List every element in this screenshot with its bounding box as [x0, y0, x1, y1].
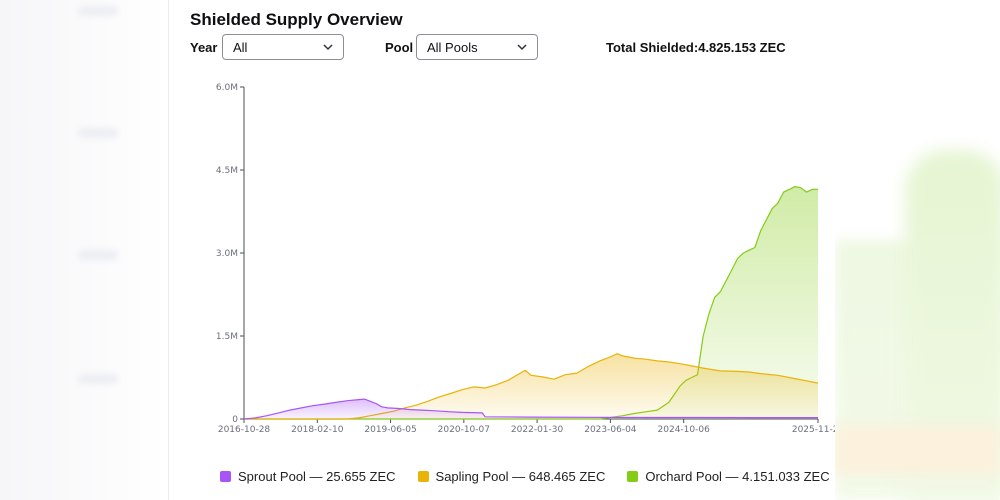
sapling-swatch — [417, 471, 429, 482]
x-tick-label: 2019-06-05 — [364, 425, 416, 435]
x-tick-label: 2024-10-06 — [658, 425, 711, 435]
year-select[interactable]: All — [222, 34, 344, 60]
chevron-down-icon — [517, 44, 527, 51]
sprout-swatch — [220, 471, 231, 482]
legend-item-orchard[interactable]: Orchard Pool — 4.151.033 ZEC — [627, 469, 830, 484]
blurred-sidebar — [0, 0, 169, 500]
blurred-background-chart — [835, 0, 1000, 500]
x-tick-label: 2025-11-20 — [792, 425, 835, 435]
year-label: Year — [190, 40, 218, 55]
y-tick-label: 3.0M — [216, 249, 238, 259]
page-title: Shielded Supply Overview — [190, 10, 403, 29]
x-tick-label: 2016-10-28 — [218, 425, 271, 435]
legend-item-sprout[interactable]: Sprout Pool — 25.655 ZEC — [220, 469, 396, 484]
chevron-down-icon — [323, 44, 333, 51]
shielded-supply-panel: Shielded Supply Overview Year All Pool A… — [170, 0, 835, 500]
total-shielded-label: Total Shielded: — [606, 40, 699, 55]
y-tick-label: 4.5M — [216, 166, 238, 176]
pool-label: Pool — [385, 40, 414, 55]
chart-legend: Sprout Pool — 25.655 ZEC Sapling Pool — … — [220, 469, 830, 484]
year-select-value: All — [233, 39, 248, 55]
area-sprout — [244, 399, 818, 419]
y-tick-label: 6.0M — [216, 83, 238, 93]
y-tick-label: 1.5M — [216, 332, 238, 342]
x-tick-label: 2022-01-30 — [511, 425, 564, 435]
x-tick-label: 2020-10-07 — [438, 425, 490, 435]
total-shielded-value: 4.825.153 ZEC — [698, 40, 786, 55]
pool-select[interactable]: All Pools — [416, 34, 538, 60]
pool-select-value: All Pools — [427, 39, 478, 55]
x-tick-label: 2018-02-10 — [291, 425, 344, 435]
blurred-sidebar-item — [78, 128, 118, 138]
x-tick-label: 2023-06-04 — [584, 425, 637, 435]
shielded-supply-chart: 0 1.5M 3.0M 4.5M 6.0M 2016-10-28 2018-02-10 201… — [216, 83, 835, 435]
area-sapling — [244, 353, 818, 419]
total-shielded: Total Shielded:4.825.153 ZEC — [606, 40, 786, 55]
legend-label-sprout: Sprout Pool — 25.655 ZEC — [238, 469, 396, 484]
legend-label-orchard: Orchard Pool — 4.151.033 ZEC — [645, 469, 830, 484]
blurred-sidebar-item — [78, 374, 118, 384]
legend-item-sapling[interactable]: Sapling Pool — 648.465 ZEC — [417, 469, 606, 484]
line-sapling — [244, 353, 819, 420]
blurred-sidebar-item — [78, 6, 118, 16]
orchard-swatch — [627, 471, 639, 482]
y-tick-label: 0 — [232, 415, 238, 425]
blurred-sidebar-item — [78, 250, 118, 260]
line-sprout — [243, 398, 818, 420]
legend-label-sapling: Sapling Pool — 648.465 ZEC — [435, 469, 606, 484]
